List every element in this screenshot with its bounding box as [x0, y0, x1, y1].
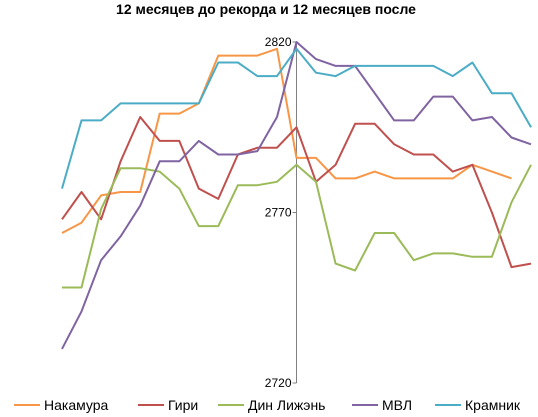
legend-label: Гири: [168, 397, 198, 413]
y-tick-label: 2720: [265, 376, 292, 390]
legend-label: Накамура: [44, 397, 109, 413]
series-line-2: [61, 116, 532, 269]
y-tick-label: 2820: [265, 35, 292, 49]
series-line-1: [61, 47, 512, 234]
plot-area: 2720 2770 2820: [61, 35, 532, 390]
series-line-5: [61, 47, 532, 189]
legend-label: Крамник: [465, 397, 521, 413]
y-tick-label: 2770: [265, 206, 292, 220]
chart-title: 12 месяцев до рекорда и 12 месяцев после: [116, 1, 416, 17]
series-line-3: [62, 163, 532, 289]
legend: Накамура Гири Дин Лижэнь МВЛ Крамник: [14, 397, 521, 413]
legend-label: МВЛ: [382, 397, 412, 413]
series-line-4: [61, 41, 532, 350]
legend-label: Дин Лижэнь: [248, 397, 325, 413]
